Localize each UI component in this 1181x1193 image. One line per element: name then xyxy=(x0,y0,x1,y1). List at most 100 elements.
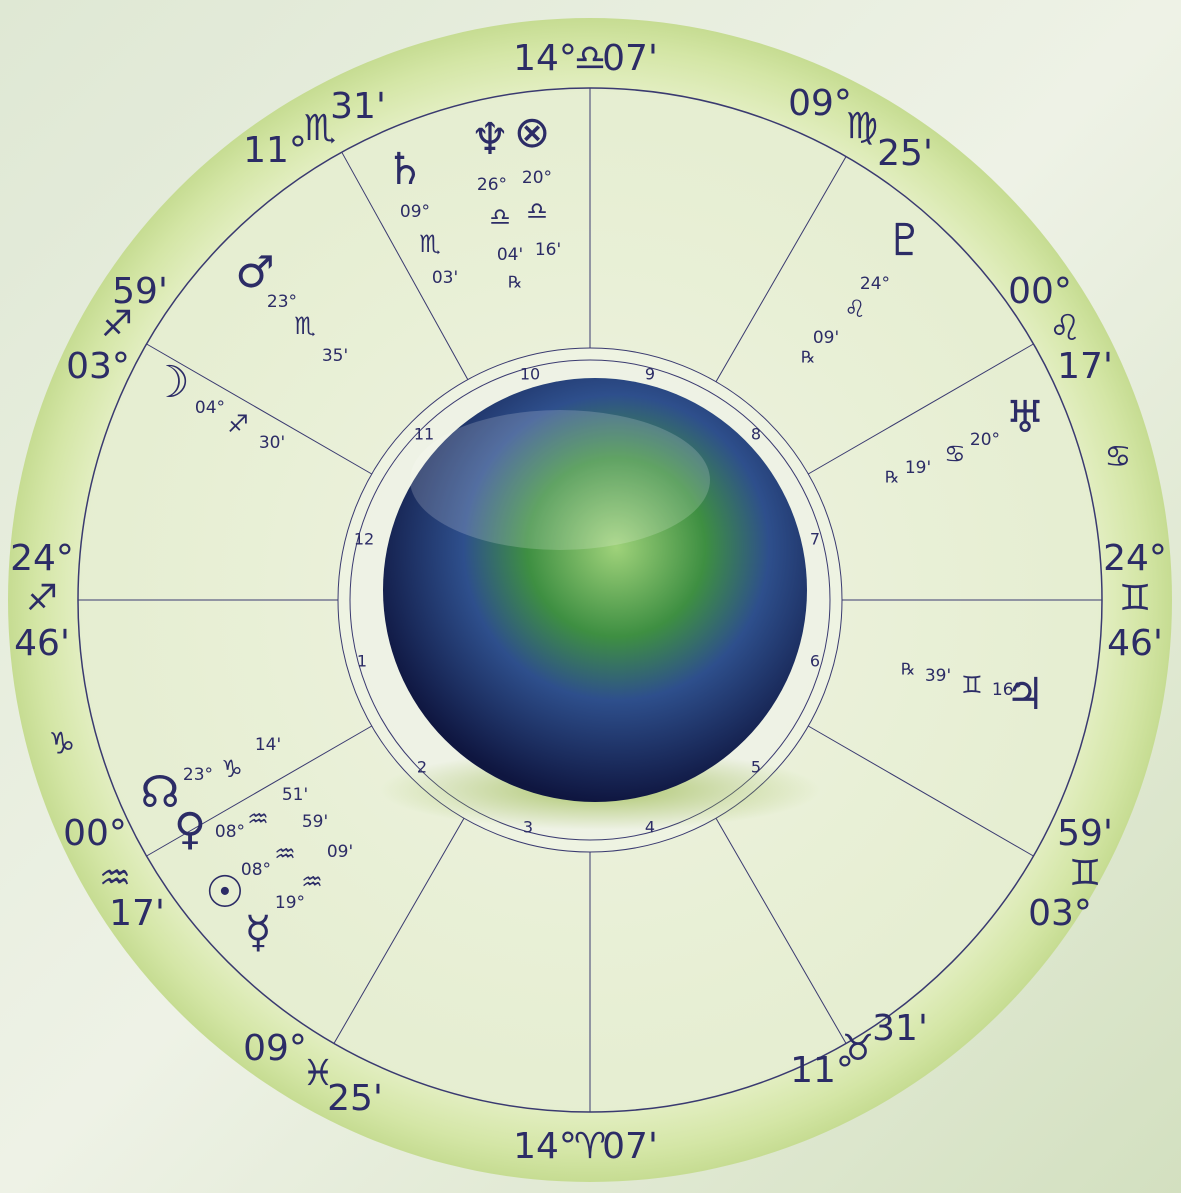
planet-sign: ♏ xyxy=(294,312,316,340)
cusp-min: 31' xyxy=(872,1008,928,1049)
globe-highlight xyxy=(410,410,710,550)
planet-min: 03' xyxy=(432,268,458,288)
cusp-sign: ♒ xyxy=(99,858,131,899)
cusp-sign: ♍ xyxy=(846,106,878,147)
house-number: 9 xyxy=(645,365,655,384)
planet-sign: ♒ xyxy=(301,868,323,896)
planet-sign: ♏ xyxy=(419,230,441,258)
planet-retro: ℞ xyxy=(508,273,522,292)
planet-deg: 08° xyxy=(241,860,271,880)
planet-retro: ℞ xyxy=(901,660,915,679)
planet-glyph: ☉ xyxy=(205,867,244,918)
planet-deg: 20° xyxy=(522,168,552,188)
planet-min: 39' xyxy=(925,666,951,686)
cusp-line xyxy=(807,343,1034,475)
cusp-min: 07' xyxy=(602,38,658,79)
house-number: 11 xyxy=(414,425,434,444)
planet-deg: 19° xyxy=(275,893,305,913)
planet-min: 04' xyxy=(497,245,523,265)
planet-glyph: ♂ xyxy=(235,247,274,298)
cusp-deg: 09° xyxy=(788,83,852,124)
planet-deg: 16° xyxy=(992,680,1022,700)
cusp-line xyxy=(715,156,847,383)
planet-glyph: ⊗ xyxy=(514,107,551,158)
cusp-line xyxy=(333,817,465,1044)
house-number: 4 xyxy=(645,818,655,837)
planet-deg: 08° xyxy=(215,822,245,842)
planet-sign: ♎ xyxy=(526,197,548,225)
cusp-min: 31' xyxy=(330,86,386,127)
cusp-sign: ♓ xyxy=(302,1053,334,1094)
cusp-sign: ♌ xyxy=(1049,308,1081,349)
planet-retro: ℞ xyxy=(885,468,899,487)
cusp-min: 59' xyxy=(112,271,168,312)
cusp-deg: 11° xyxy=(790,1050,854,1091)
planet-min: 14' xyxy=(255,735,281,755)
planet-deg: 04° xyxy=(195,398,225,418)
house-number: 12 xyxy=(354,530,374,549)
planet-sign: ♊ xyxy=(961,671,983,699)
planet-min: 16' xyxy=(535,240,561,260)
cusp-min: 25' xyxy=(877,133,933,174)
cusp-deg: 09° xyxy=(243,1028,307,1069)
planet-sign: ♒ xyxy=(274,840,296,868)
planet-min: 35' xyxy=(322,346,348,366)
house-number: 10 xyxy=(520,365,540,384)
cusp-deg: 14° xyxy=(513,38,577,79)
planet-min: 19' xyxy=(905,458,931,478)
planet-min: 30' xyxy=(259,433,285,453)
planet-sign: ♌ xyxy=(844,295,866,323)
planet-glyph: ♄ xyxy=(385,144,424,195)
planet-glyph: ♆ xyxy=(470,114,509,165)
planet-deg: 23° xyxy=(183,765,213,785)
cusp-sign: ♐ xyxy=(101,304,133,345)
cusp-min: 07' xyxy=(602,1126,658,1167)
cusp-deg: 00° xyxy=(63,813,127,854)
intercepted-sign: ♋ xyxy=(1105,440,1132,475)
intercepted-sign: ♑ xyxy=(49,727,76,762)
planet-min: 59' xyxy=(302,812,328,832)
cusp-deg: 03° xyxy=(1028,893,1092,934)
cusp-line xyxy=(341,151,469,380)
planet-deg: 26° xyxy=(477,175,507,195)
planet-sign: ♑ xyxy=(221,755,243,783)
planet-deg: 23° xyxy=(267,292,297,312)
cusp-deg: 14° xyxy=(513,1126,577,1167)
planet-deg: 24° xyxy=(860,274,890,294)
cusp-deg: 03° xyxy=(66,346,130,387)
cusp-deg: 00° xyxy=(1008,271,1072,312)
planet-glyph: ♇ xyxy=(885,215,924,266)
planet-glyph: ☽ xyxy=(150,357,189,408)
cusp-min: 17' xyxy=(109,893,165,934)
cusp-min: 17' xyxy=(1057,346,1113,387)
planet-sign: ♋ xyxy=(944,440,966,468)
planet-min: 09' xyxy=(813,328,839,348)
house-number: 5 xyxy=(751,758,761,777)
planet-deg: 09° xyxy=(400,202,430,222)
cusp-deg: 11° xyxy=(243,130,307,171)
cusp-sign: ♐ xyxy=(26,578,58,619)
cusp-min: 59' xyxy=(1057,813,1113,854)
planet-sign: ♒ xyxy=(247,805,269,833)
cusp-lines xyxy=(78,88,1102,1112)
cusp-sign: ♊ xyxy=(1119,578,1151,619)
cusp-sign: ♊ xyxy=(1069,853,1101,894)
house-number: 2 xyxy=(417,758,427,777)
planet-sign: ♎ xyxy=(489,203,511,231)
house-number: 1 xyxy=(357,652,367,671)
planet-sign: ♐ xyxy=(227,410,249,438)
planet-min: 09' xyxy=(327,842,353,862)
cusp-sign: ♎ xyxy=(574,38,606,79)
cusp-line xyxy=(146,343,373,475)
house-number: 6 xyxy=(810,652,820,671)
planet-glyph: ♀ xyxy=(174,804,206,855)
cusp-min: 25' xyxy=(327,1078,383,1119)
house-number: 8 xyxy=(751,425,761,444)
planet-deg: 20° xyxy=(970,430,1000,450)
cusp-sign: ♏ xyxy=(304,108,336,149)
planet-glyph: ☿ xyxy=(244,907,271,958)
planet-retro: ℞ xyxy=(801,348,815,367)
cusp-line xyxy=(715,817,847,1044)
cusp-deg: 24° xyxy=(10,538,74,579)
